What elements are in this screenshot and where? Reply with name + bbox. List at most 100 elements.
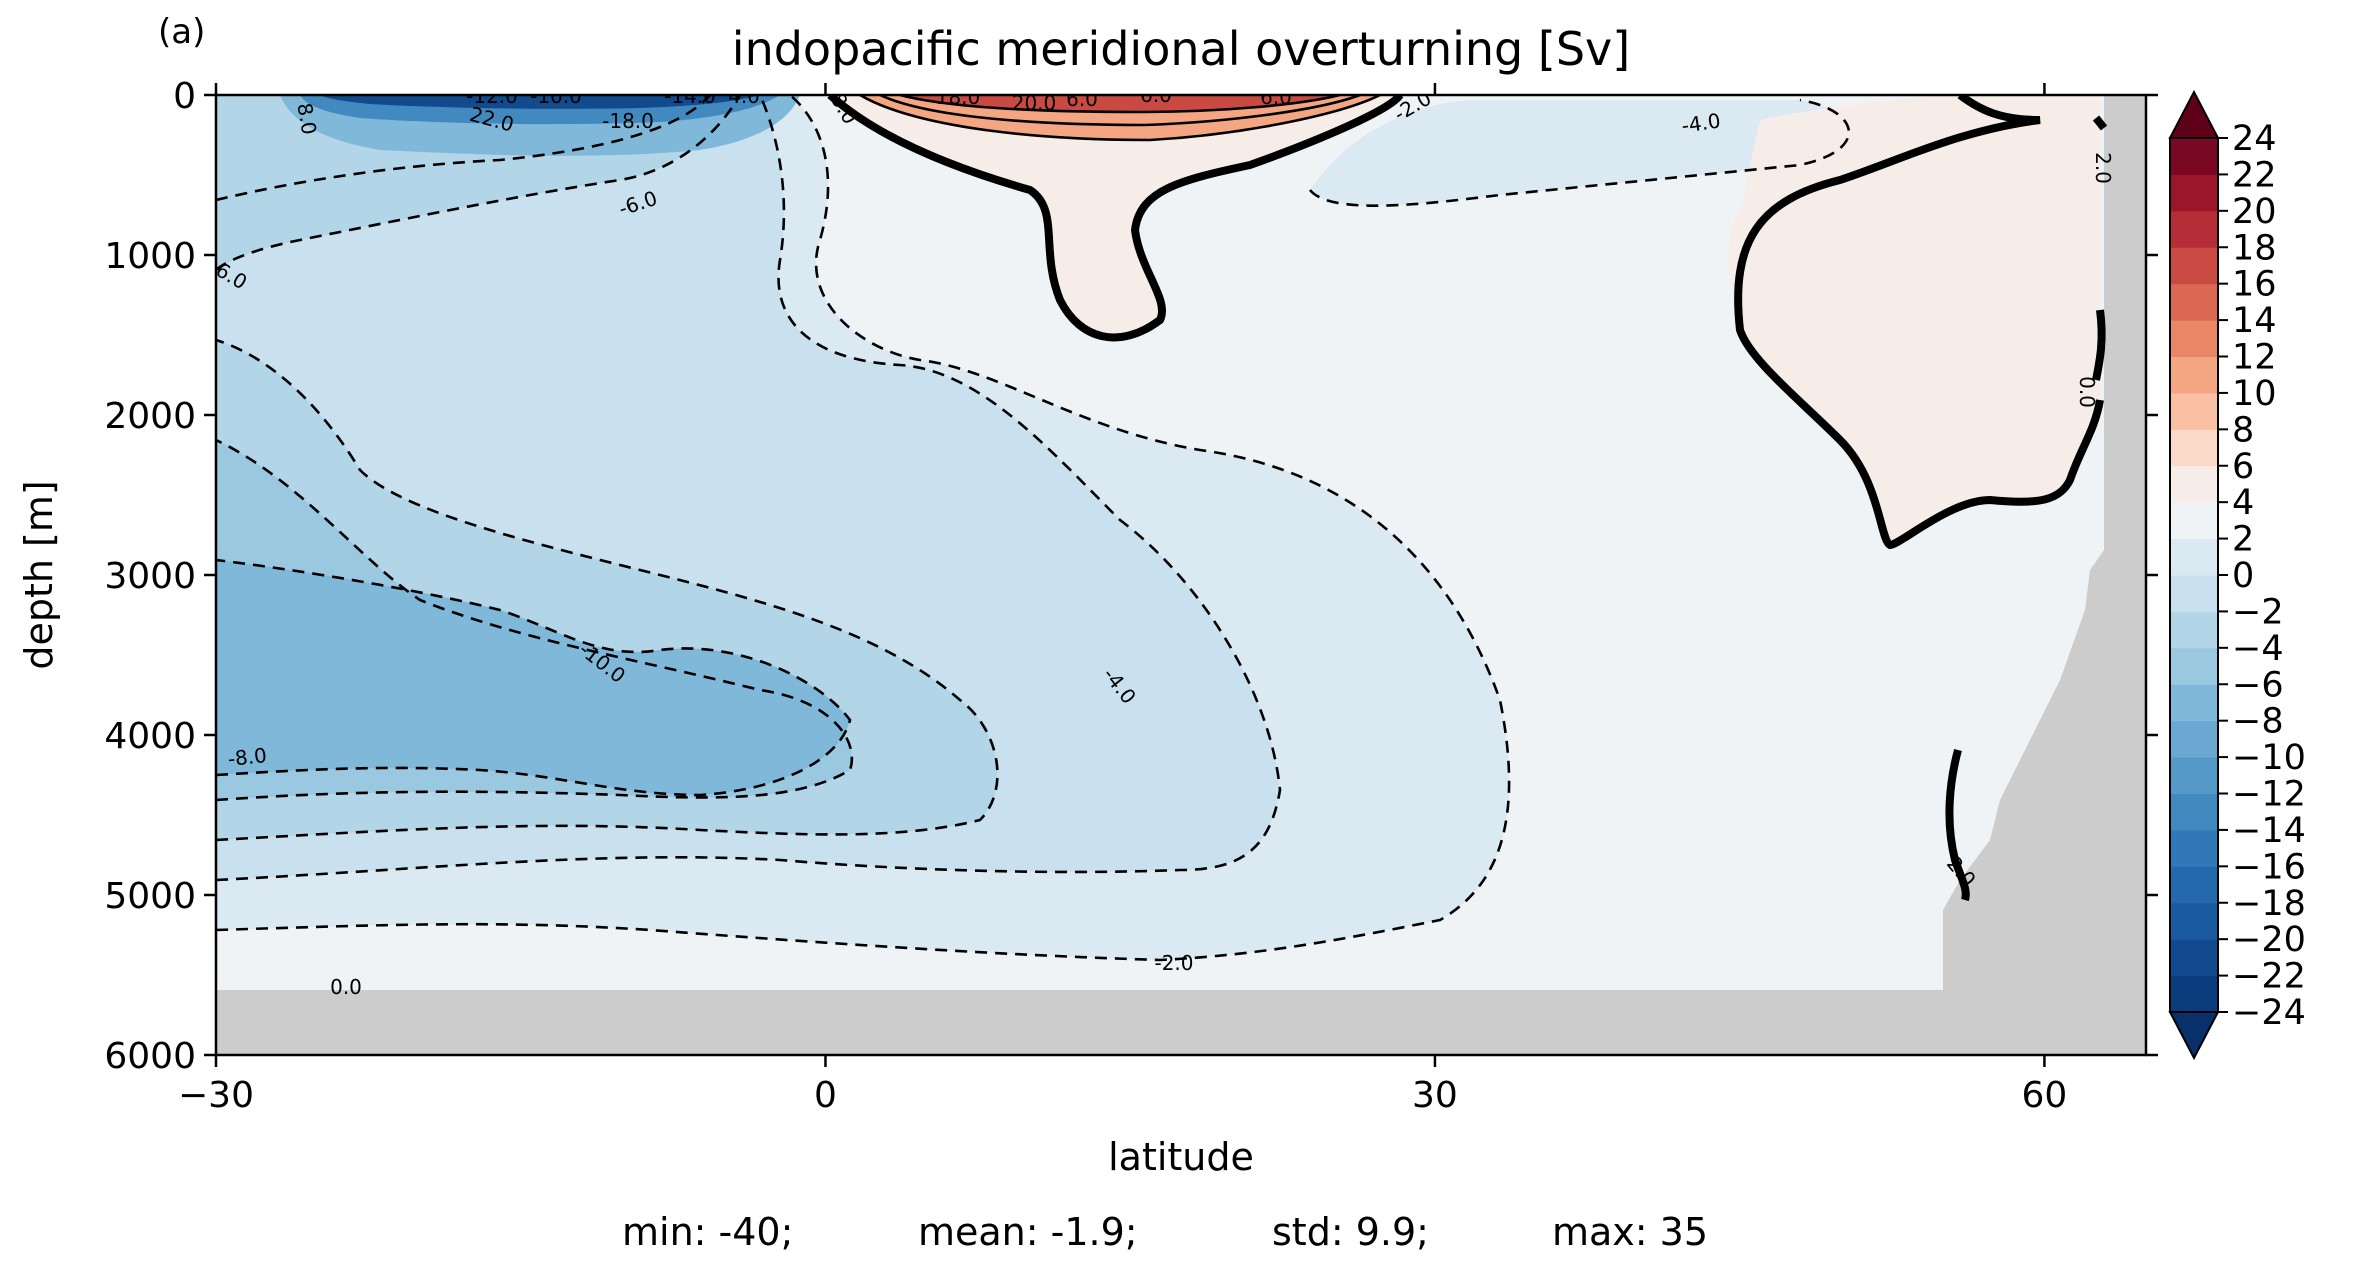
colorbar-swatch [2170, 465, 2218, 503]
colorbar-tick-label: 12 [2232, 338, 2277, 378]
contour-label: -2.0 [1154, 951, 1193, 975]
colorbar-swatch [2170, 684, 2218, 722]
negative-contours [216, 95, 1851, 962]
colorbar-swatch [2170, 647, 2218, 685]
contour-label: 6.0 [1066, 87, 1098, 111]
panel-label: (a) [158, 12, 206, 52]
colorbar-swatch [2170, 975, 2218, 1013]
colorbar-tick-label: 16 [2232, 265, 2277, 305]
contour-fill-north-pos [1728, 95, 2100, 545]
colorbar-tick-label: 10 [2232, 374, 2277, 414]
x-tick-label: −30 [178, 1075, 254, 1116]
colorbar-tick-label: −22 [2232, 957, 2306, 997]
contour-label: 2.0 [2091, 152, 2115, 184]
positive-contours [859, 95, 1381, 142]
x-tick-label: 60 [2022, 1075, 2068, 1116]
contour-label: 6.0 [1140, 83, 1172, 107]
contour-fill-neg10 [216, 560, 850, 795]
contour-label: -10.0 [530, 84, 582, 108]
colorbar-tick-label: −12 [2232, 775, 2306, 815]
colorbar-tick-label: 8 [2232, 410, 2254, 450]
colorbar-tick-label: 24 [2232, 119, 2277, 159]
colorbar-tick-label: −10 [2232, 738, 2306, 778]
y-tick-label: 1000 [104, 236, 196, 277]
colorbar-tick-label: 18 [2232, 228, 2277, 268]
colorbar-swatch [2170, 429, 2218, 467]
colorbar-tick-label: 14 [2232, 301, 2277, 341]
contour-label: -12.0 [466, 84, 518, 108]
y-tick-label: 2000 [104, 396, 196, 437]
contour-label: 4.0 [728, 84, 760, 108]
colorbar-swatch [2170, 538, 2218, 576]
x-tick-label: 0 [814, 1075, 837, 1116]
y-axis-ticks: 0 1000 2000 3000 4000 5000 6000 [104, 76, 2158, 1077]
colorbar-swatch [2170, 174, 2218, 212]
y-tick-label: 6000 [104, 1036, 196, 1077]
colorbar-tick-label: 0 [2232, 556, 2254, 596]
contour-label: -4.0 [1680, 108, 1722, 137]
contour-label: 0.0 [2075, 376, 2099, 408]
colorbar-swatch [2170, 902, 2218, 940]
colorbar-ticks: 242220181614121086420−2−4−6−8−10−12−14−1… [2218, 119, 2306, 1033]
y-tick-label: 4000 [104, 716, 196, 757]
land-mask [216, 95, 2146, 1055]
colorbar-extend-top [2168, 89, 2220, 139]
colorbar-tick-label: −20 [2232, 920, 2306, 960]
colorbar-swatch [2170, 210, 2218, 248]
colorbar-tick-label: −18 [2232, 884, 2306, 924]
stat-std: std: 9.9; [1272, 1210, 1429, 1254]
colorbar-swatch [2170, 392, 2218, 430]
colorbar-tick-label: −14 [2232, 811, 2306, 851]
colorbar-tick-label: 20 [2232, 192, 2277, 232]
contour-fill-surface-neg-c [320, 95, 760, 109]
colorbar-swatch [2170, 356, 2218, 394]
x-axis-ticks: −30 0 30 60 [178, 83, 2067, 1116]
contour-fill-neg2-top [1310, 100, 1849, 206]
colorbar-tick-label: −2 [2232, 592, 2284, 632]
chart-title: indopacific meridional overturning [Sv] [731, 22, 1631, 76]
y-tick-label: 3000 [104, 556, 196, 597]
colorbar-tick-label: 6 [2232, 447, 2254, 487]
colorbar-tick-label: −6 [2232, 665, 2284, 705]
y-tick-label: 0 [173, 76, 196, 117]
contour-label: -18.0 [602, 109, 654, 133]
contour-label: 18.0 [936, 85, 981, 109]
colorbar-extend-bottom [2168, 1011, 2220, 1061]
colorbar-swatch [2170, 866, 2218, 904]
stat-mean: mean: -1.9; [918, 1210, 1138, 1254]
colorbar-tick-label: 2 [2232, 520, 2254, 560]
colorbar-swatch [2170, 720, 2218, 758]
colorbar-swatch [2170, 138, 2218, 175]
colorbar-swatch [2170, 575, 2218, 612]
contour-fill-pos-cell [830, 95, 1400, 338]
colorbar-swatch [2170, 247, 2218, 285]
y-tick-label: 5000 [104, 876, 196, 917]
colorbar-tick-label: −4 [2232, 629, 2284, 669]
colorbar-swatch [2170, 939, 2218, 977]
y-axis-label: depth [m] [17, 480, 61, 669]
zero-contours [827, 95, 2108, 902]
colorbar-tick-label: −8 [2232, 702, 2284, 742]
contour-label: -14.0 [664, 84, 716, 108]
contour-label: 20.0 [1012, 91, 1057, 115]
colorbar-swatch [2170, 611, 2218, 649]
colorbar-swatch [2170, 793, 2218, 831]
colorbar-tick-label: 4 [2232, 483, 2254, 523]
stat-min: min: -40; [622, 1210, 794, 1254]
stat-max: max: 35 [1552, 1210, 1709, 1254]
colorbar-swatch [2170, 829, 2218, 867]
colorbar-tick-label: −16 [2232, 847, 2306, 887]
x-tick-label: 30 [1412, 1075, 1458, 1116]
colorbar-tick-label: −24 [2232, 993, 2306, 1033]
colorbar [2168, 89, 2220, 1061]
contour-label: -8.0 [227, 743, 268, 771]
colorbar-swatch [2170, 502, 2218, 540]
contour-label: 8.0 [292, 101, 321, 136]
x-axis-label: latitude [1108, 1135, 1254, 1179]
colorbar-tick-label: 22 [2232, 155, 2277, 195]
contour-label: 6.0 [1260, 85, 1292, 109]
contour-label: 0.0 [330, 975, 362, 999]
colorbar-swatch [2170, 757, 2218, 794]
colorbar-swatch [2170, 283, 2218, 321]
